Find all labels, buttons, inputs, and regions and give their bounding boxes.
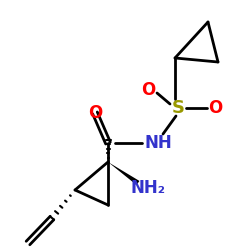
Text: S: S [172,99,184,117]
Text: O: O [88,104,102,122]
Text: O: O [141,81,155,99]
Text: NH₂: NH₂ [130,179,166,197]
Text: O: O [208,99,222,117]
Polygon shape [108,162,140,185]
Text: NH: NH [144,134,172,152]
